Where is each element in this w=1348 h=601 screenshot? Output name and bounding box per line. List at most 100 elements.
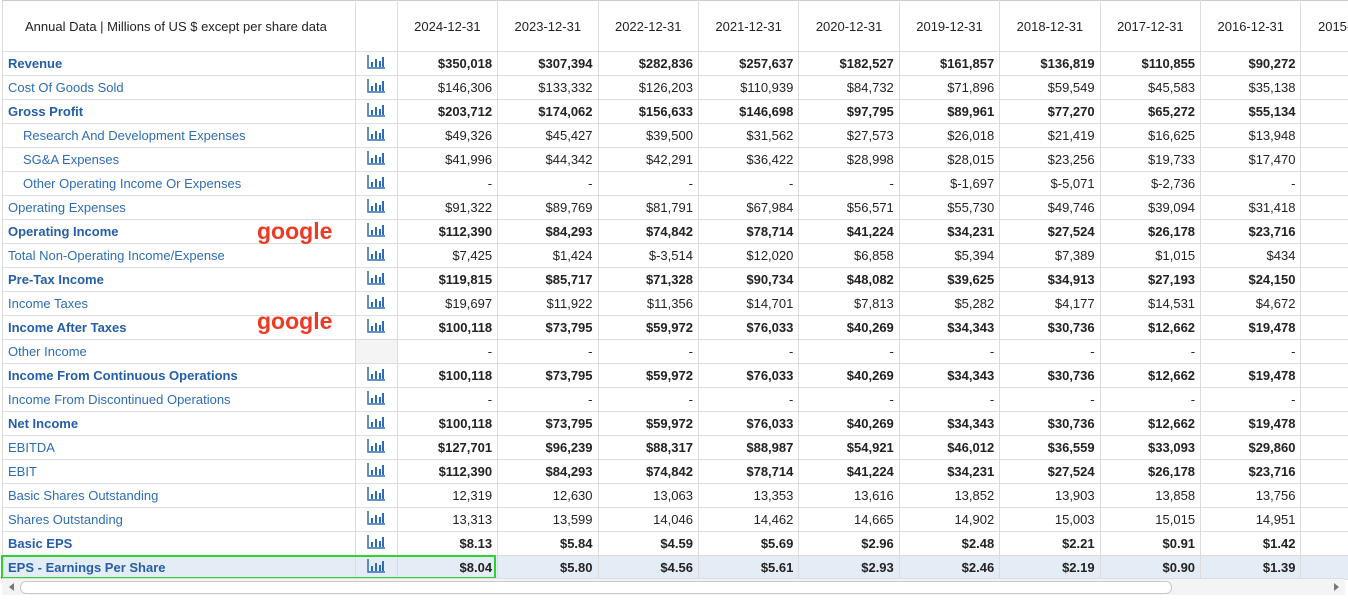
chart-icon[interactable]: [366, 247, 386, 265]
chart-icon-cell: [354, 411, 398, 436]
row-label[interactable]: SG&A Expenses: [2, 147, 356, 172]
value-cell: $110,855: [1099, 51, 1202, 76]
value-cell: $4.59: [597, 531, 699, 556]
table-row: Research And Development Expenses $49,326…: [2, 123, 1348, 148]
value-cell: $91,322: [396, 195, 499, 220]
chart-icon[interactable]: [366, 511, 386, 529]
value-cell: $13,948: [1200, 123, 1302, 148]
table-row: Operating Income $112,390 $84,293 $74,842 $7…: [2, 219, 1348, 244]
scroll-thumb[interactable]: [20, 581, 1172, 594]
value-cell: $17,470: [1200, 147, 1302, 172]
row-label[interactable]: Cost Of Goods Sold: [2, 75, 356, 100]
row-label[interactable]: Other Operating Income Or Expenses: [2, 171, 356, 196]
chart-icon[interactable]: [366, 535, 386, 553]
value-cell: $156,633: [597, 99, 699, 124]
value-cell: 14,462: [697, 507, 800, 532]
chart-icon-cell: [354, 363, 398, 388]
value-cell: $45,427: [497, 123, 599, 148]
chart-icon[interactable]: [366, 439, 386, 457]
chart-icon[interactable]: [366, 271, 386, 289]
value-cell: $16,625: [1099, 123, 1202, 148]
row-label[interactable]: Basic EPS: [2, 531, 356, 556]
chart-icon[interactable]: [366, 103, 386, 121]
value-cell: $2.46: [898, 555, 1001, 580]
value-cell: 14,046: [597, 507, 699, 532]
row-label[interactable]: Revenue: [2, 51, 356, 76]
value-cell: $-1,697: [898, 171, 1001, 196]
row-label[interactable]: Income From Continuous Operations: [2, 363, 356, 388]
row-label[interactable]: Operating Income: [2, 219, 356, 244]
value-cell: $54,921: [798, 435, 900, 460]
value-cell: $74,842: [597, 459, 699, 484]
value-cell: $34,343: [898, 363, 1001, 388]
scroll-left[interactable]: [6, 580, 18, 594]
row-label[interactable]: Other Income: [2, 339, 356, 364]
chart-icon[interactable]: [366, 175, 386, 193]
value-cell: $23,716: [1200, 219, 1302, 244]
chart-icon[interactable]: [366, 127, 386, 145]
value-cell: $97,795: [798, 99, 900, 124]
value-cell: $65,272: [1099, 99, 1202, 124]
row-label[interactable]: Income From Discontinued Operations: [2, 387, 356, 412]
chart-icon[interactable]: [366, 199, 386, 217]
chart-icon[interactable]: [366, 415, 386, 433]
chart-icon-cell: [354, 483, 398, 508]
chart-icon[interactable]: [366, 79, 386, 97]
value-cell: $55,134: [1200, 99, 1302, 124]
value-cell: $8.13: [396, 531, 499, 556]
value-cell: $67,984: [697, 195, 800, 220]
row-label[interactable]: Income Taxes: [2, 291, 356, 316]
value-cell: $7,389: [999, 243, 1101, 268]
row-label[interactable]: Gross Profit: [2, 99, 356, 124]
value-cell: $100,118: [396, 363, 499, 388]
header-date: 2022-12-31: [597, 0, 699, 52]
value-cell: $46,012: [898, 435, 1001, 460]
value-cell: -: [898, 387, 1001, 412]
value-cell: -: [497, 339, 599, 364]
chart-icon-cell: [354, 339, 398, 364]
value-cell: $5.69: [697, 531, 800, 556]
header-label: Annual Data | Millions of US $ except pe…: [2, 0, 356, 52]
value-cell: $4.56: [597, 555, 699, 580]
value-cell: $39,500: [597, 123, 699, 148]
row-label[interactable]: Pre-Tax Income: [2, 267, 356, 292]
value-cell: $30,736: [999, 411, 1101, 436]
row-label[interactable]: Net Income: [2, 411, 356, 436]
value-cell: $12,662: [1099, 411, 1202, 436]
table-row: Other Operating Income Or Expenses - - - - - $…: [2, 171, 1348, 196]
scrollbar[interactable]: [2, 578, 1345, 595]
value-cell: $182,527: [798, 51, 900, 76]
chart-icon[interactable]: [366, 151, 386, 169]
value-cell: 15,015: [1099, 507, 1202, 532]
row-label[interactable]: Basic Shares Outstanding: [2, 483, 356, 508]
chart-icon[interactable]: [366, 559, 386, 577]
value-cell: $1.39: [1200, 555, 1302, 580]
table-row: Total Non-Operating Income/Expense $7,425…: [2, 243, 1348, 268]
chart-icon[interactable]: [366, 223, 386, 241]
scroll-right[interactable]: [1330, 580, 1342, 594]
chart-icon[interactable]: [366, 487, 386, 505]
value-cell: $41,224: [798, 219, 900, 244]
chart-icon[interactable]: [366, 295, 386, 313]
value-cell: $126,203: [597, 75, 699, 100]
chart-icon[interactable]: [366, 463, 386, 481]
table-row: Revenue $350,018 $307,394 $282,836 $257,637 $…: [2, 51, 1348, 76]
row-label[interactable]: Operating Expenses: [2, 195, 356, 220]
row-label[interactable]: Research And Development Expenses: [2, 123, 356, 148]
chart-icon[interactable]: [366, 367, 386, 385]
chart-icon-cell: [354, 219, 398, 244]
value-cell: $26,178: [1099, 219, 1202, 244]
chart-icon-cell: [354, 315, 398, 340]
row-label[interactable]: Total Non-Operating Income/Expense: [2, 243, 356, 268]
chart-icon[interactable]: [366, 319, 386, 337]
row-label[interactable]: Shares Outstanding: [2, 507, 356, 532]
annotation: google: [257, 308, 333, 334]
value-cell: [1300, 555, 1348, 580]
chart-icon[interactable]: [366, 391, 386, 409]
row-label[interactable]: EBITDA: [2, 435, 356, 460]
value-cell: $19,733: [1099, 147, 1202, 172]
value-cell: $90,272: [1200, 51, 1302, 76]
row-label[interactable]: EBIT: [2, 459, 356, 484]
chart-icon[interactable]: [366, 55, 386, 73]
